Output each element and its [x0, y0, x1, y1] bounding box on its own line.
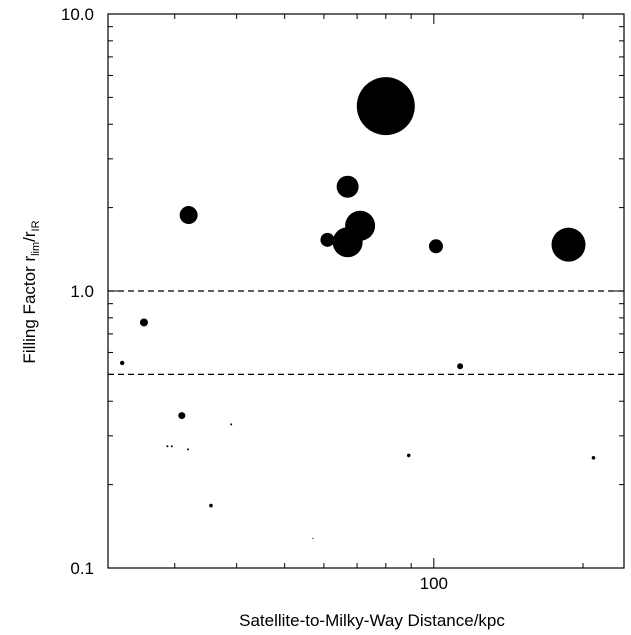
axis-ticks: [108, 13, 624, 569]
y-axis-label-sub1: lim: [30, 242, 42, 256]
data-point: [356, 77, 415, 136]
data-point: [186, 448, 189, 451]
x-tick-label: 100: [420, 574, 448, 593]
data-point: [166, 445, 169, 448]
plot-frame: [107, 13, 625, 569]
data-point: [406, 453, 411, 458]
data-point: [320, 232, 335, 247]
data-point: [312, 537, 314, 539]
x-axis-label: Satellite-to-Milky-Way Distance/kpc: [239, 611, 505, 630]
y-axis-label: Filling Factor rlim/rIR: [20, 220, 42, 363]
y-axis-label-prefix: Filling Factor r: [20, 256, 39, 364]
y-tick-label: 1.0: [70, 282, 94, 301]
data-point: [230, 423, 233, 426]
y-axis-label-sub2: IR: [30, 220, 42, 231]
data-point: [332, 227, 363, 258]
data-point: [457, 363, 464, 370]
data-point: [119, 360, 125, 366]
data-point: [591, 455, 596, 460]
y-tick-label: 0.1: [70, 559, 94, 578]
y-axis-label-mid: /r: [20, 231, 39, 242]
data-point: [179, 206, 198, 225]
data-point: [428, 239, 443, 254]
reference-lines: [108, 290, 624, 375]
data-point: [139, 318, 148, 327]
data-point: [336, 175, 359, 198]
data-point: [170, 445, 173, 448]
data-point: [209, 503, 213, 508]
data-point: [178, 412, 186, 420]
y-tick-label: 10.0: [61, 5, 94, 24]
data-point: [551, 227, 586, 262]
data-points: [119, 77, 596, 539]
tick-labels: 0.1 1.0 10.0 100: [61, 5, 448, 593]
